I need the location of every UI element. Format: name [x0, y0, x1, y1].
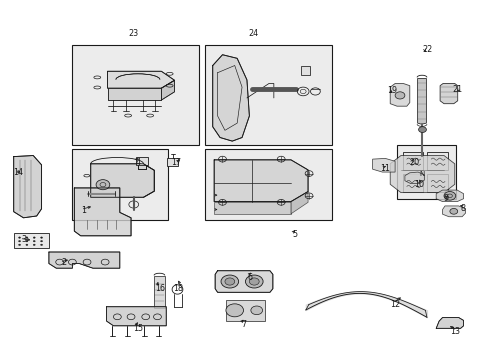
Bar — [205, 45, 331, 145]
Circle shape — [96, 180, 109, 190]
Bar — [167, 158, 178, 166]
Text: 16: 16 — [155, 284, 165, 293]
Polygon shape — [290, 192, 307, 214]
Polygon shape — [389, 156, 454, 193]
Circle shape — [394, 92, 404, 99]
Text: 18: 18 — [173, 284, 183, 293]
Circle shape — [225, 304, 243, 317]
Circle shape — [245, 275, 263, 288]
Circle shape — [449, 208, 457, 214]
Bar — [396, 145, 455, 199]
Circle shape — [26, 240, 28, 242]
Text: 8: 8 — [459, 204, 464, 212]
Text: 4: 4 — [135, 158, 140, 167]
Text: 21: 21 — [451, 85, 461, 94]
Text: 23: 23 — [128, 29, 138, 38]
Circle shape — [26, 244, 28, 246]
Text: 11: 11 — [380, 164, 389, 173]
Bar — [300, 66, 309, 75]
Text: 2: 2 — [61, 258, 66, 267]
Polygon shape — [442, 206, 465, 217]
Bar — [402, 152, 423, 170]
Polygon shape — [435, 190, 463, 202]
Bar — [402, 174, 423, 192]
Circle shape — [249, 278, 259, 285]
Circle shape — [33, 237, 35, 238]
Circle shape — [33, 244, 35, 246]
Text: 9: 9 — [443, 194, 447, 202]
Polygon shape — [107, 71, 174, 88]
Polygon shape — [435, 318, 463, 328]
Polygon shape — [389, 84, 409, 106]
Polygon shape — [74, 188, 131, 236]
Polygon shape — [91, 164, 154, 197]
Text: 14: 14 — [14, 168, 23, 177]
Text: 7: 7 — [241, 320, 245, 329]
Polygon shape — [212, 55, 249, 141]
Polygon shape — [417, 78, 426, 124]
Text: 6: 6 — [247, 273, 252, 282]
Text: 22: 22 — [422, 45, 432, 54]
Polygon shape — [161, 80, 174, 100]
Circle shape — [41, 240, 42, 242]
Polygon shape — [439, 84, 457, 104]
Circle shape — [33, 240, 35, 242]
Polygon shape — [154, 276, 164, 308]
Text: 3: 3 — [21, 235, 26, 244]
Circle shape — [250, 306, 262, 315]
Bar — [427, 152, 447, 170]
Polygon shape — [214, 202, 290, 214]
Polygon shape — [225, 300, 264, 321]
Polygon shape — [106, 307, 166, 326]
Bar — [72, 149, 167, 220]
Polygon shape — [214, 160, 307, 202]
Text: 15: 15 — [133, 324, 142, 333]
Polygon shape — [49, 252, 120, 268]
Text: 1: 1 — [81, 206, 86, 215]
Text: 20: 20 — [409, 158, 419, 167]
Text: 24: 24 — [248, 29, 258, 38]
Text: 13: 13 — [449, 327, 459, 336]
Text: 12: 12 — [389, 300, 399, 309]
Polygon shape — [404, 172, 424, 184]
Text: 17: 17 — [171, 158, 181, 167]
Circle shape — [221, 275, 238, 288]
Bar — [205, 149, 331, 220]
Bar — [72, 45, 198, 145]
Circle shape — [418, 127, 426, 132]
Circle shape — [19, 237, 20, 238]
Circle shape — [26, 237, 28, 238]
Polygon shape — [107, 88, 161, 100]
Polygon shape — [215, 271, 272, 292]
Polygon shape — [372, 158, 394, 172]
Text: 10: 10 — [414, 180, 424, 189]
Text: 5: 5 — [292, 230, 297, 239]
Bar — [136, 157, 148, 165]
Circle shape — [41, 244, 42, 246]
Text: N: N — [419, 171, 424, 176]
Circle shape — [41, 237, 42, 238]
Polygon shape — [14, 156, 41, 218]
Text: 19: 19 — [386, 86, 396, 95]
Circle shape — [224, 278, 234, 285]
Bar — [427, 174, 447, 192]
Circle shape — [19, 244, 20, 246]
Circle shape — [19, 240, 20, 242]
Circle shape — [443, 192, 455, 200]
Bar — [14, 233, 49, 248]
